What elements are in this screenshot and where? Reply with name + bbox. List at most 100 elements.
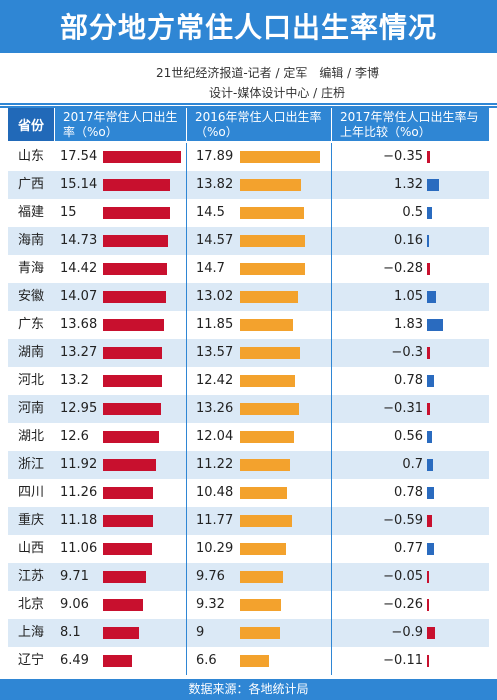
rate-2016-label: 11.85	[196, 317, 234, 332]
province-label: 山西	[17, 541, 44, 556]
divider	[0, 103, 497, 105]
header-2016-rate-text: 2016年常住人口出生率（%o）	[195, 110, 322, 139]
province-label: 广东	[17, 317, 44, 332]
rate-2016-bar	[240, 655, 270, 667]
rate-2017-label: 12.6	[60, 429, 89, 444]
table-row: 安徽 14.07 13.02 1.05	[8, 283, 489, 311]
rate-2016-label: 10.48	[196, 485, 234, 500]
change-label: 0.77	[394, 541, 423, 556]
change-label: −0.31	[383, 401, 423, 416]
change-bar	[427, 179, 439, 191]
rate-2016-label: 6.6	[196, 653, 217, 668]
change-label: −0.35	[383, 149, 423, 164]
change-label: 0.78	[394, 373, 423, 388]
page-title: 部分地方常住人口出生率情况	[59, 11, 437, 44]
rate-2017-label: 14.07	[60, 289, 98, 304]
rate-2016-bar	[240, 347, 301, 359]
table-row: 河北 13.2 12.42 0.78	[8, 367, 489, 395]
data-table: 山东 17.54 17.89 −0.35 广西 15.14 13.82 1.32 福建 15 14.…	[8, 143, 489, 675]
credit-line-1: 21世纪经济报道-记者 / 定军 编辑 / 李博	[156, 66, 379, 80]
rate-2016-bar	[240, 599, 282, 611]
rate-2017-label: 6.49	[60, 653, 89, 668]
rate-2016-bar	[240, 459, 290, 471]
change-bar	[427, 487, 435, 499]
table-row: 河南 12.95 13.26 −0.31	[8, 395, 489, 423]
rate-2016-label: 14.7	[196, 261, 225, 276]
title-banner: 部分地方常住人口出生率情况	[0, 0, 497, 53]
change-bar	[427, 207, 432, 219]
rate-2017-bar	[103, 207, 170, 219]
rate-2017-bar	[103, 319, 164, 331]
rate-2017-label: 11.18	[60, 513, 98, 528]
rate-2016-bar	[240, 515, 293, 527]
change-label: 0.7	[402, 457, 423, 472]
rate-2017-bar	[103, 235, 169, 247]
rate-2016-label: 12.42	[196, 373, 234, 388]
rate-2016-bar	[240, 571, 284, 583]
province-label: 四川	[17, 485, 44, 500]
rate-2017-bar	[103, 179, 171, 191]
change-label: 1.05	[394, 289, 423, 304]
change-bar	[427, 403, 430, 415]
province-label: 海南	[17, 233, 44, 248]
rate-2016-label: 10.29	[196, 541, 234, 556]
rate-2016-bar	[240, 627, 280, 639]
rate-2016-bar	[240, 235, 305, 247]
change-bar	[427, 375, 435, 387]
table-row: 重庆 11.18 11.77 −0.59	[8, 507, 489, 535]
table-row: 福建 15 14.5 0.5	[8, 199, 489, 227]
province-label: 江苏	[17, 569, 44, 584]
province-label: 重庆	[17, 513, 44, 528]
rate-2016-bar	[240, 207, 305, 219]
rate-2017-bar	[103, 151, 181, 163]
rate-2016-label: 14.57	[196, 233, 234, 248]
rate-2016-label: 11.22	[196, 457, 234, 472]
rate-2016-bar	[240, 319, 293, 331]
rate-2017-bar	[103, 403, 161, 415]
rate-2016-label: 13.82	[196, 177, 234, 192]
table-row: 湖南 13.27 13.57 −0.3	[8, 339, 489, 367]
rate-2017-label: 9.71	[60, 569, 89, 584]
province-label: 广西	[17, 177, 44, 192]
table-row: 四川 11.26 10.48 0.78	[8, 479, 489, 507]
change-label: −0.59	[383, 513, 423, 528]
header-change-text: 2017年常住人口出生率与上年比较（%o）	[340, 110, 479, 139]
table-row: 山西 11.06 10.29 0.77	[8, 535, 489, 563]
header-2017-rate: 2017年常住人口出生率（%o）	[55, 108, 186, 141]
rate-2017-bar	[103, 347, 162, 359]
table-row: 江苏 9.71 9.76 −0.05	[8, 563, 489, 591]
rate-2017-bar	[103, 431, 159, 443]
rate-2017-bar	[103, 459, 156, 471]
table-row: 浙江 11.92 11.22 0.7	[8, 451, 489, 479]
rate-2016-label: 12.04	[196, 429, 234, 444]
change-label: 0.16	[394, 233, 423, 248]
change-bar	[427, 431, 433, 443]
province-label: 北京	[17, 597, 44, 612]
change-bar	[427, 571, 429, 583]
header-change: 2017年常住人口出生率与上年比较（%o）	[332, 108, 489, 141]
change-bar	[427, 599, 430, 611]
change-label: −0.9	[391, 625, 423, 640]
change-bar	[427, 263, 430, 275]
rate-2016-bar	[240, 543, 286, 555]
change-label: 0.5	[402, 205, 423, 220]
rate-2017-label: 9.06	[60, 597, 89, 612]
change-label: −0.11	[383, 653, 423, 668]
rate-2017-label: 14.73	[60, 233, 98, 248]
header-2016-rate: 2016年常住人口出生率（%o）	[187, 108, 331, 141]
change-label: −0.26	[383, 597, 423, 612]
rate-2016-bar	[240, 263, 306, 275]
rate-2017-label: 15	[60, 205, 77, 220]
province-label: 上海	[17, 625, 44, 640]
change-bar	[427, 655, 429, 667]
rate-2017-label: 13.27	[60, 345, 98, 360]
change-bar	[427, 291, 437, 303]
rate-2017-label: 8.1	[60, 625, 81, 640]
rate-2016-label: 17.89	[196, 149, 234, 164]
rate-2016-label: 11.77	[196, 513, 234, 528]
rate-2016-bar	[240, 179, 302, 191]
table-row: 海南 14.73 14.57 0.16	[8, 227, 489, 255]
province-label: 安徽	[17, 289, 44, 304]
rate-2017-bar	[103, 263, 168, 275]
